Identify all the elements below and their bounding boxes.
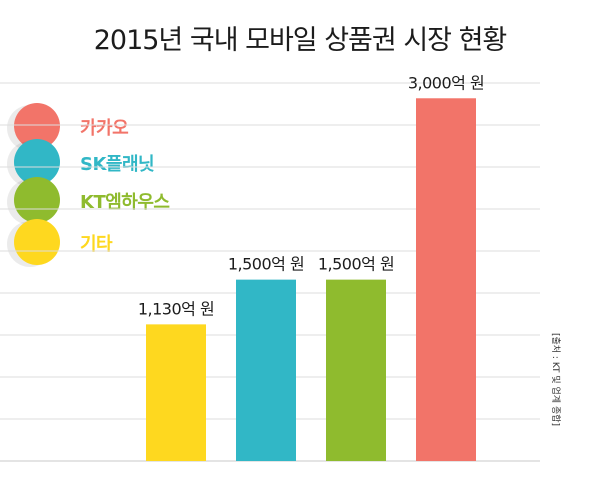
chart-title: 2015년 국내 모바일 상품권 시장 현황 bbox=[93, 25, 508, 56]
bar-3 bbox=[326, 279, 386, 461]
legend-label-ktmhows: KT엠하우스 bbox=[80, 192, 170, 213]
legend-swatch-ktmhows bbox=[14, 177, 60, 223]
legend-item-skplanet: SK플래닛 bbox=[0, 139, 260, 185]
legend-item-ktmhows: KT엠하우스 bbox=[0, 177, 260, 223]
legend-label-other: 기타 bbox=[80, 234, 113, 255]
bar-2 bbox=[236, 279, 296, 461]
bar-1 bbox=[146, 324, 206, 461]
value-label-1: 1,130억 원 bbox=[138, 299, 214, 318]
legend-item-other: 기타 bbox=[0, 219, 260, 265]
value-label-2: 1,500억 원 bbox=[228, 255, 304, 274]
legend-label-skplanet: SK플래닛 bbox=[80, 154, 155, 175]
value-label-3: 1,500억 원 bbox=[318, 255, 394, 274]
legend-label-kakao: 카카오 bbox=[80, 118, 129, 139]
legend-item-kakao: 카카오 bbox=[0, 103, 260, 149]
value-labels: 1,130억 원 1,500억 원 1,500억 원 3,000억 원 bbox=[138, 73, 485, 318]
legend-swatch-other bbox=[14, 219, 60, 265]
source-note: [출처 : KT 및 업계 종합] bbox=[550, 333, 560, 427]
bar-4 bbox=[416, 98, 476, 461]
bars bbox=[146, 98, 476, 461]
value-label-4: 3,000억 원 bbox=[408, 73, 484, 92]
